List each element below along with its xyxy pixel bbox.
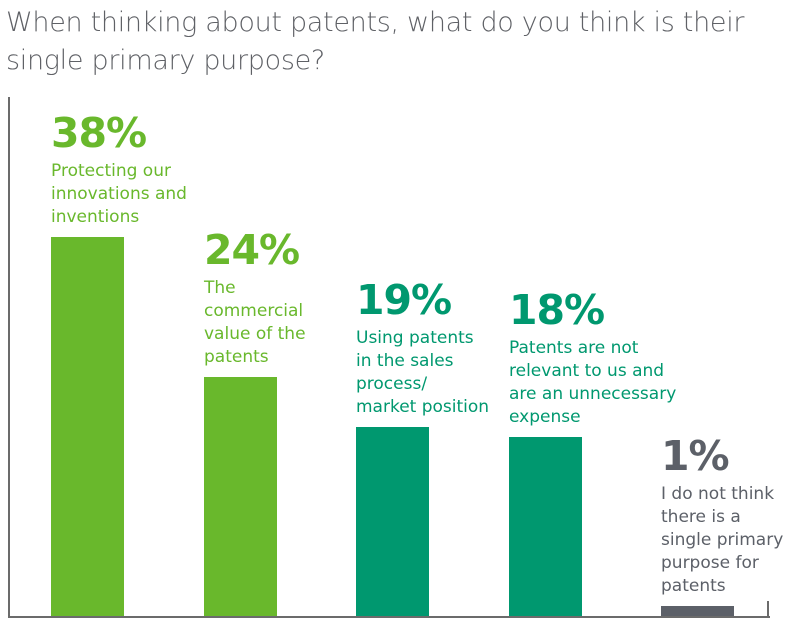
value-label: 18% <box>509 286 605 334</box>
bar-label: 1% I do not think there is a single primary… <box>661 433 795 598</box>
category-label-line: patents <box>204 347 269 367</box>
category-label-line: The <box>204 278 236 298</box>
category-label-line: market position <box>356 397 490 417</box>
category-label-line: Using patents <box>356 328 474 348</box>
bar-label: 19% Using patents in the sales process/mark… <box>356 277 531 419</box>
category-label: Patents are not relevant to us and are an … <box>509 337 684 429</box>
category-label-line: Patents are not <box>509 338 639 358</box>
category-label-line: Protecting our <box>51 161 171 181</box>
category-label-line: are an unnecessary <box>509 384 677 404</box>
bar-label: 18% Patents are not relevant to us and are … <box>509 287 684 429</box>
category-label-line: I do not think <box>661 484 775 504</box>
category-label-line: process/ <box>356 374 428 394</box>
category-label: Using patents in the sales process/market … <box>356 327 531 419</box>
chart-title: When thinking about patents, what do you… <box>6 7 745 76</box>
bar <box>661 606 734 616</box>
category-label: Protecting our innovations and inventions <box>51 160 226 229</box>
category-label-line: value of the <box>204 324 306 344</box>
category-label-line: in the sales <box>356 351 454 371</box>
bar <box>509 437 582 616</box>
category-label-line: single primary <box>661 530 784 550</box>
bar-label: 38% Protecting our innovations and inventio… <box>51 110 226 229</box>
category-label: The commercial value of the patents <box>204 277 379 369</box>
category-label-line: expense <box>509 407 581 427</box>
bar <box>356 427 429 616</box>
category-label-line: patents <box>661 576 726 596</box>
bar-label: 24% The commercial value of the patents <box>204 227 379 369</box>
y-axis-line <box>8 97 10 618</box>
value-label: 38% <box>51 109 147 157</box>
category-label-line: there is a <box>661 507 741 527</box>
value-label: 19% <box>356 276 452 324</box>
category-label: I do not think there is a single primary pu… <box>661 483 795 598</box>
category-label-line: inventions <box>51 207 140 227</box>
category-label-line: commercial <box>204 301 304 321</box>
bar <box>204 377 277 616</box>
category-label-line: relevant to us and <box>509 361 665 381</box>
category-label-line: innovations and <box>51 184 187 204</box>
x-axis-end-tick <box>767 601 769 617</box>
x-axis-line <box>8 616 770 618</box>
bar <box>51 237 124 616</box>
value-label: 24% <box>204 226 300 274</box>
value-label: 1% <box>661 432 730 480</box>
category-label-line: purpose for <box>661 553 759 573</box>
